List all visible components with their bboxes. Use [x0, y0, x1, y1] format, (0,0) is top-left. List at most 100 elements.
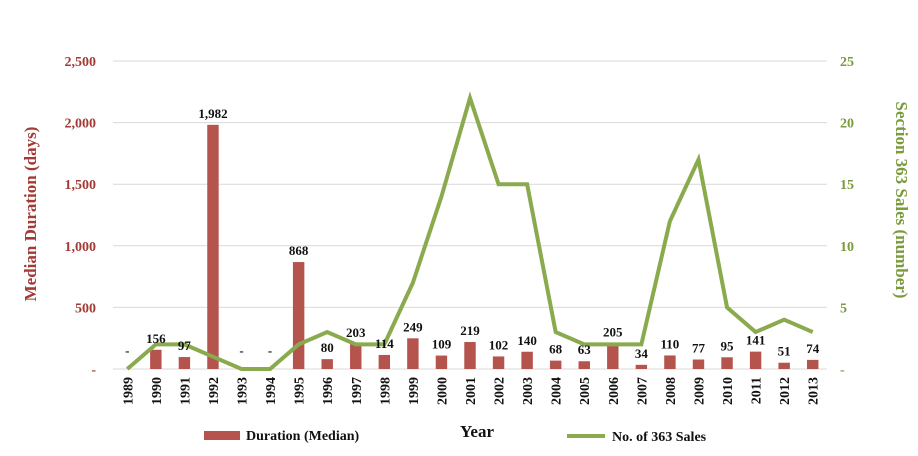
bar-data-label: 63: [578, 342, 592, 357]
x-tick-label: 1991: [178, 377, 193, 405]
x-tick-label: 2010: [721, 377, 736, 405]
gridlines: [113, 60, 827, 370]
left-tick-label: -: [91, 363, 96, 378]
bar-data-label: 34: [635, 346, 649, 361]
bars: [150, 124, 819, 369]
bar-data-label: 219: [460, 323, 480, 338]
bar: [378, 354, 391, 369]
x-tick-label: 1995: [293, 377, 308, 405]
bar: [150, 349, 162, 369]
x-tick-label: 1997: [350, 377, 365, 405]
right-tick-label: 20: [840, 117, 854, 132]
bar: [549, 360, 562, 369]
bar-data-label: 102: [489, 337, 509, 352]
bar: [435, 355, 448, 369]
x-tick-label: 2006: [607, 377, 622, 405]
bar-data-label: 68: [549, 342, 563, 357]
bar: [578, 361, 590, 369]
legend-label-bar: Duration (Median): [246, 429, 360, 444]
x-tick-label: 1992: [207, 377, 222, 405]
bar: [778, 362, 790, 369]
bar: [807, 359, 819, 369]
x-tick-label: 1994: [264, 377, 279, 405]
bar-data-label: 156: [146, 331, 166, 346]
right-tick-label: 25: [840, 55, 854, 70]
right-tick-label: 15: [840, 178, 854, 193]
bar-data-label: 77: [692, 341, 706, 356]
bar: [207, 124, 219, 369]
bar: [664, 355, 676, 369]
bar: [692, 359, 705, 369]
bar: [350, 343, 362, 369]
line-series: [125, 91, 814, 371]
x-tick-label: 2000: [435, 377, 450, 405]
x-axis-title: Year: [460, 422, 494, 441]
y-axis-title-left: Median Duration (days): [21, 127, 40, 302]
bar: [635, 364, 648, 369]
bar-data-label: 95: [721, 338, 735, 353]
y-axis-title-right: Section 363 Sales (number): [892, 102, 911, 299]
bar: [721, 357, 733, 369]
left-tick-label: 500: [75, 301, 96, 316]
x-tick-label: 2003: [521, 377, 536, 405]
right-axis-ticks: - 5 10 15 20 25: [840, 55, 854, 378]
legend-label-line: No. of 363 Sales: [612, 430, 707, 445]
x-tick-label: 1998: [378, 377, 393, 405]
left-tick-label: 2,000: [65, 117, 97, 132]
x-tick-label: 2009: [692, 377, 707, 405]
bar-data-label: 109: [432, 337, 452, 352]
right-tick-label: -: [840, 363, 845, 378]
x-tick-label: 1989: [121, 377, 136, 405]
x-tick-label: 2011: [750, 377, 765, 404]
legend: Duration (Median) No. of 363 Sales: [204, 429, 707, 445]
right-tick-label: 10: [840, 240, 854, 255]
x-tick-label: 1996: [321, 377, 336, 405]
bar-data-label: -: [268, 343, 272, 358]
bar: [321, 359, 333, 369]
bar: [178, 357, 191, 369]
x-tick-label: 2008: [664, 377, 679, 405]
bar-data-label: 141: [746, 333, 766, 348]
x-tick-label: 1993: [236, 377, 251, 405]
bar-data-label: 114: [375, 336, 394, 351]
bar-data-label: 74: [806, 341, 820, 356]
bar: [292, 262, 305, 369]
left-tick-label: 1,500: [65, 178, 97, 193]
line-series-sales: [125, 91, 814, 371]
bar: [521, 351, 533, 369]
x-axis-ticks: 1989 1990 1991 1992 1993 1994 1995 1996 1997 1998…: [121, 377, 821, 405]
bar: [749, 351, 762, 369]
x-tick-label: 2002: [493, 377, 508, 405]
bar-data-label: 80: [321, 340, 334, 355]
bar-labels: - 156 97 1,982 - - 868 80 203 114 249 109 219 102 140 6…: [125, 106, 820, 361]
bar-data-label: 205: [603, 325, 623, 340]
legend-swatch-bar: [204, 431, 240, 440]
x-tick-label: 2001: [464, 377, 479, 405]
bar-data-label: 140: [517, 333, 537, 348]
bar-data-label: -: [239, 343, 243, 358]
bar: [464, 342, 476, 369]
x-tick-label: 2013: [807, 377, 822, 405]
bar-data-label: 97: [178, 338, 192, 353]
x-tick-label: 2007: [635, 377, 650, 405]
left-axis-ticks: - 500 1,000 1,500 2,000 2,500: [65, 55, 97, 378]
bar: [607, 343, 619, 369]
x-tick-label: 2005: [578, 377, 593, 405]
bar-data-label: -: [125, 343, 129, 358]
x-tick-label: 2012: [778, 377, 793, 405]
bar-data-label: 203: [346, 325, 366, 340]
bar: [407, 338, 419, 369]
bar-data-label: 249: [403, 319, 423, 334]
x-tick-label: 1999: [407, 377, 422, 405]
bar-data-label: 110: [661, 336, 680, 351]
left-tick-label: 1,000: [65, 240, 97, 255]
left-tick-label: 2,500: [65, 55, 97, 70]
bar: [492, 356, 505, 369]
x-tick-label: 1990: [150, 377, 165, 405]
bar-data-label: 868: [289, 243, 309, 258]
right-tick-label: 5: [840, 301, 847, 316]
x-tick-label: 2004: [550, 377, 565, 405]
bar-data-label: 51: [778, 344, 791, 359]
